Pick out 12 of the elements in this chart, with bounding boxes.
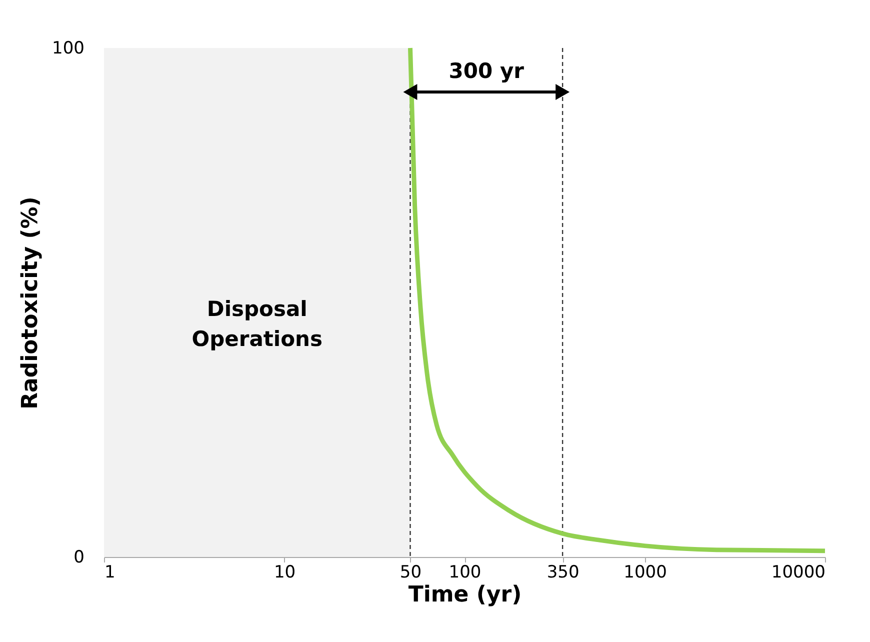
y-axis-title: Radiotoxicity (%)	[18, 196, 44, 410]
x-tick-label: 1	[104, 562, 116, 582]
y-tick-label: 0	[74, 548, 84, 568]
x-axis-title: Time (yr)	[408, 582, 522, 608]
x-tick-label: 100	[448, 562, 482, 582]
x-tick-label: 1000	[624, 562, 667, 582]
annotation: 300 yr	[448, 59, 525, 83]
x-tick-label: 10000	[771, 562, 826, 582]
x-tick-label: 10	[274, 562, 296, 582]
x-tick-label: 50	[400, 562, 422, 582]
band-label: Disposal Operations	[192, 297, 323, 351]
x-tick-label: 350	[546, 562, 580, 582]
